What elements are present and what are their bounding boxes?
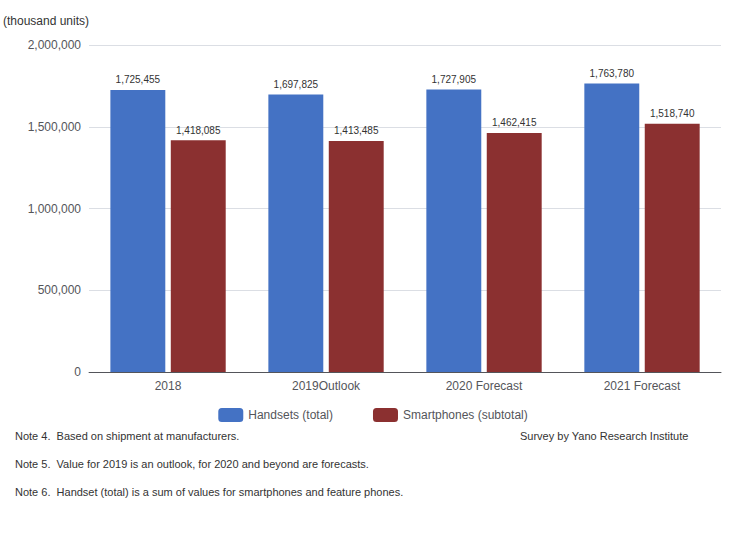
svg-text:Smartphones (subtotal): Smartphones (subtotal) [403,408,528,422]
svg-text:2019Outlook: 2019Outlook [292,379,361,393]
svg-text:1,413,485: 1,413,485 [334,125,379,136]
svg-text:1,000,000: 1,000,000 [28,202,82,216]
svg-text:Note 4. Based on shipment at: Note 4. Based on shipment at manufacture… [15,430,239,442]
svg-text:2,000,000: 2,000,000 [28,38,82,52]
svg-text:1,725,455: 1,725,455 [116,74,161,85]
svg-text:1,763,780: 1,763,780 [590,68,635,79]
svg-text:1,500,000: 1,500,000 [28,120,82,134]
svg-text:1,518,740: 1,518,740 [650,108,695,119]
svg-text:(thousand units): (thousand units) [3,14,89,28]
svg-text:0: 0 [74,365,81,379]
svg-text:Note 6. Handset (total) is a: Note 6. Handset (total) is a sum of valu… [15,486,403,498]
svg-text:2021 Forecast: 2021 Forecast [604,379,681,393]
svg-text:1,697,825: 1,697,825 [274,79,319,90]
svg-text:1,462,415: 1,462,415 [492,117,537,128]
svg-text:2018: 2018 [155,379,182,393]
svg-text:2020 Forecast: 2020 Forecast [446,379,523,393]
svg-text:1,727,905: 1,727,905 [432,74,477,85]
svg-text:Note 5. Value for 2019 is an: Note 5. Value for 2019 is an outlook, fo… [15,458,369,470]
svg-text:1,418,085: 1,418,085 [176,125,221,136]
svg-text:Survey by Yano Research Instit: Survey by Yano Research Institute [520,430,688,442]
svg-text:Handsets (total): Handsets (total) [248,408,333,422]
svg-text:500,000: 500,000 [38,283,82,297]
